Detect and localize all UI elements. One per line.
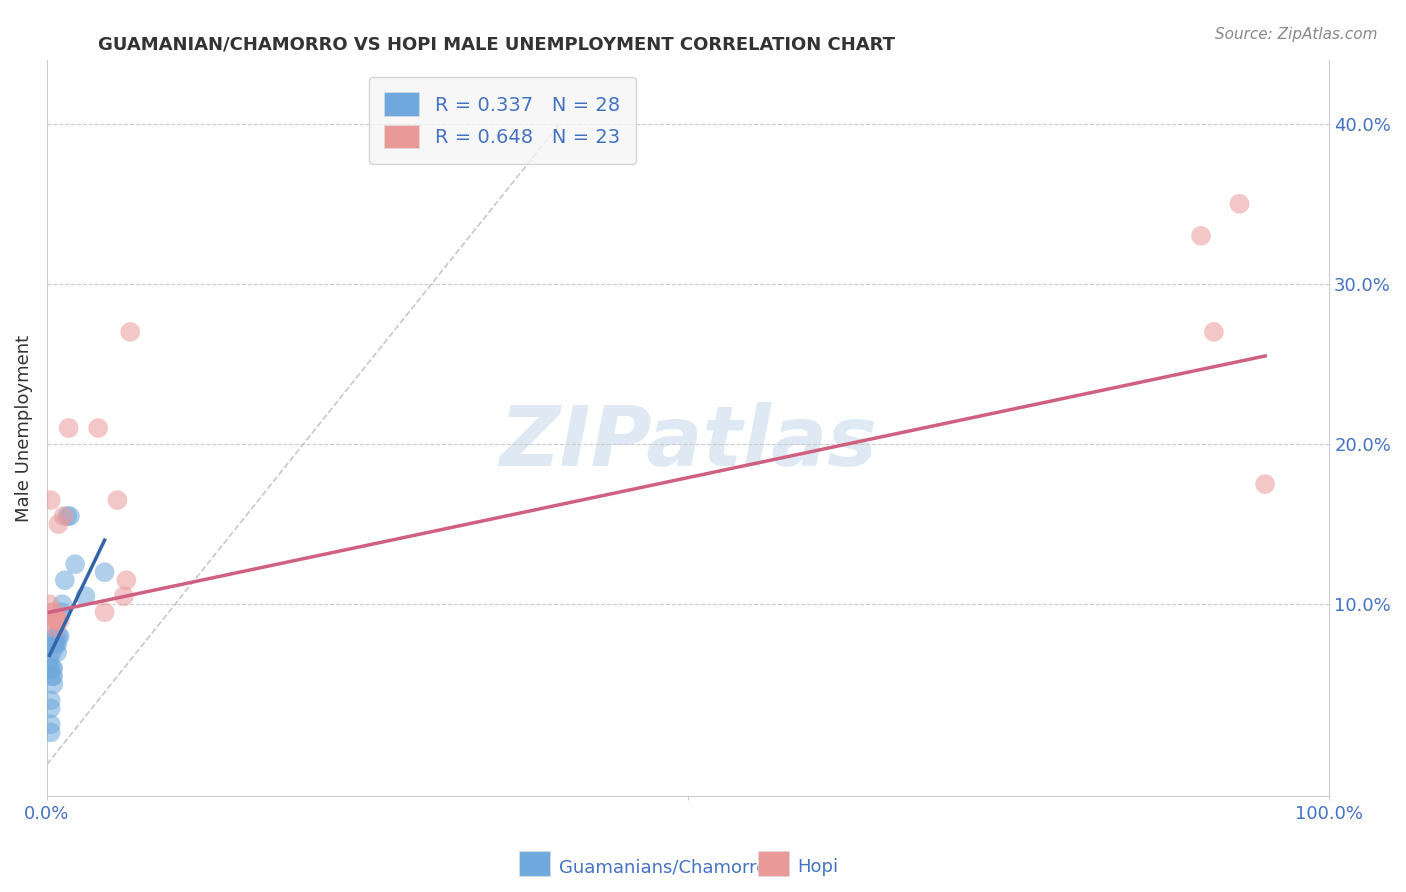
Point <box>1229 196 1251 211</box>
Point <box>58 421 80 435</box>
Point <box>1202 325 1225 339</box>
Point <box>48 613 70 627</box>
Point <box>46 613 69 627</box>
Point <box>52 509 75 524</box>
Point <box>1189 228 1212 243</box>
Point <box>45 637 67 651</box>
Point <box>42 613 65 627</box>
Point <box>41 645 63 659</box>
Point <box>1254 477 1277 491</box>
Point <box>46 637 69 651</box>
Text: ZIPatlas: ZIPatlas <box>499 402 877 483</box>
Point <box>87 421 110 435</box>
Point <box>44 637 66 651</box>
Point <box>41 661 63 675</box>
Point <box>51 597 73 611</box>
Point <box>39 493 62 508</box>
Point <box>56 509 79 524</box>
Point <box>59 509 82 524</box>
Text: Guamanians/Chamorros: Guamanians/Chamorros <box>558 858 776 876</box>
Point <box>93 605 115 619</box>
Point <box>42 661 65 675</box>
Point <box>41 605 63 619</box>
Point <box>48 629 70 643</box>
Y-axis label: Male Unemployment: Male Unemployment <box>15 334 32 522</box>
Point <box>41 669 63 683</box>
Point <box>39 701 62 715</box>
Point <box>39 693 62 707</box>
Point <box>75 589 97 603</box>
Point <box>39 725 62 739</box>
Point <box>45 621 67 635</box>
Point <box>115 573 138 587</box>
Point <box>42 669 65 683</box>
Legend: R = 0.337   N = 28, R = 0.648   N = 23: R = 0.337 N = 28, R = 0.648 N = 23 <box>368 77 636 164</box>
Point <box>42 677 65 691</box>
Point <box>107 493 129 508</box>
Point <box>93 565 115 579</box>
Point <box>46 645 69 659</box>
Point <box>44 605 66 619</box>
Point <box>120 325 142 339</box>
Point <box>39 717 62 731</box>
Point <box>45 629 67 643</box>
Point <box>38 661 60 675</box>
Point <box>48 517 70 532</box>
Text: Source: ZipAtlas.com: Source: ZipAtlas.com <box>1215 27 1378 42</box>
Point <box>38 653 60 667</box>
Point <box>53 573 76 587</box>
Point <box>63 557 86 571</box>
Point <box>44 629 66 643</box>
Point <box>112 589 135 603</box>
Point <box>46 613 69 627</box>
Text: Hopi: Hopi <box>797 858 839 876</box>
Point <box>49 605 72 619</box>
Point <box>45 613 67 627</box>
Point <box>48 629 70 643</box>
Text: GUAMANIAN/CHAMORRO VS HOPI MALE UNEMPLOYMENT CORRELATION CHART: GUAMANIAN/CHAMORRO VS HOPI MALE UNEMPLOY… <box>98 36 896 54</box>
Point <box>38 597 60 611</box>
